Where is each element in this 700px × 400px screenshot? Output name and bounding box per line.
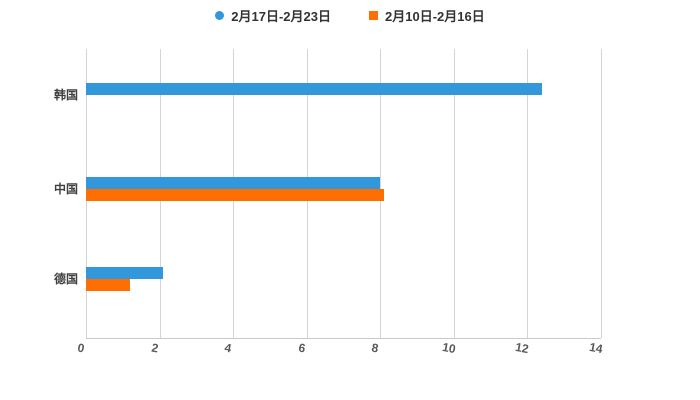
x-tick-label-2: 2 [149,340,160,356]
legend-circle-marker [215,10,225,20]
x-tick-label-4: 4 [223,340,233,356]
legend-item-2[interactable]: 2月10日-2月16日 [369,6,485,25]
category-label-中国: 中国 [53,181,78,196]
bar-中国-series2[interactable] [86,188,384,201]
legend: 2月17日-2月23日 2月10日-2月16日 [0,5,700,25]
legend-item-1[interactable]: 2月17日-2月23日 [215,6,331,25]
x-tick-label-6: 6 [296,340,307,356]
bar-德国-series2[interactable] [86,279,131,291]
category-label-韩国: 韩国 [53,88,78,102]
x-tick-label-10: 10 [440,339,457,357]
x-tick-label-14: 14 [587,339,604,357]
legend-label: 2月10日-2月16日 [385,8,485,24]
gridline-x-12 [527,49,528,338]
x-tick-label-8: 8 [370,340,380,356]
gridline-x-14 [600,49,602,338]
category-label-德国: 德国 [53,272,78,286]
gridline-x-10 [453,49,455,338]
bar-韩国-series1[interactable] [86,83,542,95]
bar-中国-series1[interactable] [86,176,380,189]
legend-label: 2月17日-2月23日 [231,8,331,24]
legend-square-marker [369,10,378,20]
x-tick-label-0: 0 [76,340,86,356]
bar-德国-series1[interactable] [86,267,164,279]
x-tick-label-12: 12 [514,339,530,357]
plot-area [86,49,602,339]
